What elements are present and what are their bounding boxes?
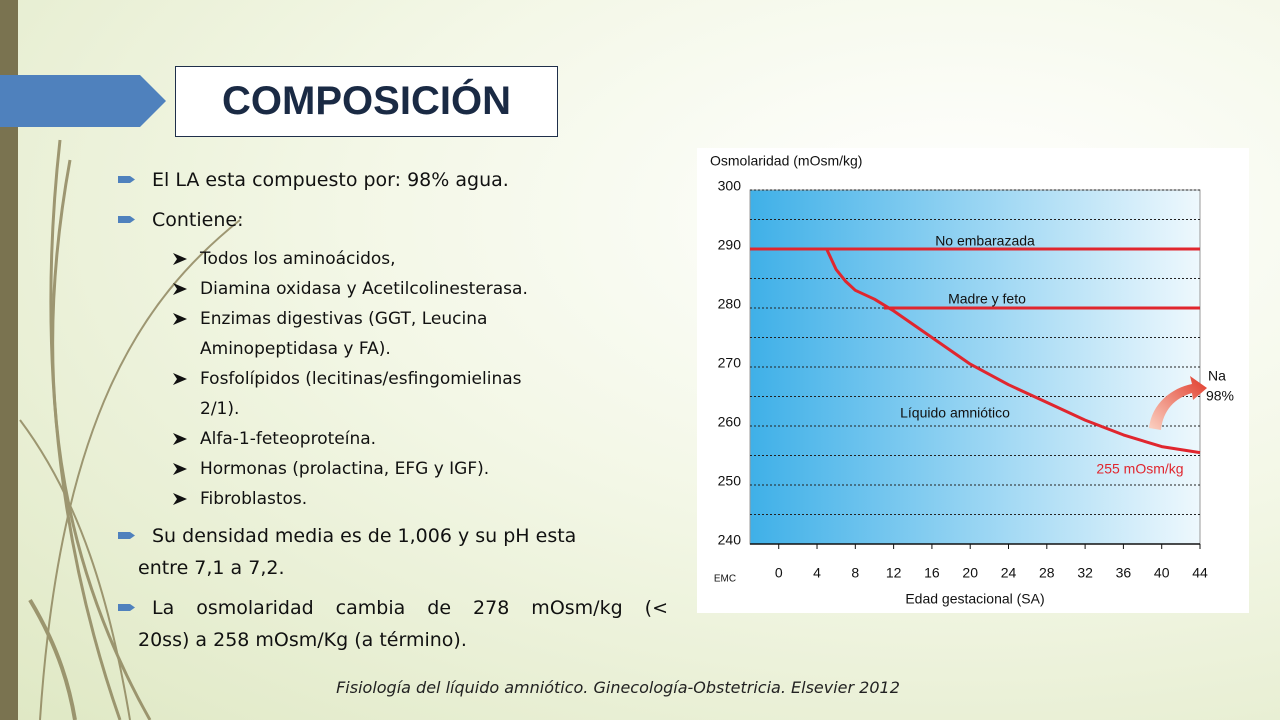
bullet-marker [118, 604, 135, 611]
y-tick-label: 250 [718, 473, 742, 489]
marker-shape [173, 313, 187, 325]
sub-bullet: Diamina oxidasa y Acetilcolinesterasa. [118, 274, 678, 304]
marker-shape [173, 283, 187, 295]
bullet-text: 20ss) a 258 mOsm/Kg (a término). [138, 629, 467, 651]
sub-text: Fosfolípidos (lecitinas/esfingomielinas [200, 369, 522, 389]
x-tick-label: 32 [1077, 565, 1093, 581]
chart: Osmolaridad (mOsm/kg) Edad gestacional (S… [697, 148, 1249, 613]
series-line [825, 248, 1201, 455]
sub-bullet: Fibroblastos. [118, 484, 678, 514]
sub-text: Fibroblastos. [200, 489, 308, 509]
ion-share-label: 98% [1206, 388, 1234, 404]
title-arrow [0, 75, 166, 127]
x-tick-label: 4 [813, 565, 821, 581]
sub-bullet: Alfa-1-feteoproteína. [118, 424, 678, 454]
x-tick-label: 28 [1039, 565, 1055, 581]
marker-shape [173, 433, 187, 445]
y-tick-label: 240 [718, 532, 742, 548]
x-tick-label: 16 [924, 565, 940, 581]
y-tick-label: 280 [718, 296, 742, 312]
sub-text: Aminopeptidasa y FA). [200, 339, 391, 359]
bullet-text: La osmolaridad cambia de 278 mOsm/kg (< [152, 597, 668, 619]
sub-list: Todos los aminoácidos, Diamina oxidasa y … [118, 244, 678, 514]
ion-label: Na [1208, 368, 1226, 384]
marker-shape [173, 493, 187, 505]
sub-marker [173, 253, 187, 265]
marker-shape [118, 176, 135, 183]
logo: EMC [714, 574, 736, 585]
x-tick-label: 0 [775, 565, 783, 581]
marker-shape [173, 463, 187, 475]
x-tick-label: 36 [1116, 565, 1132, 581]
bullet: Contiene: [118, 204, 678, 236]
bullet-text: El LA esta compuesto por: 98% agua. [152, 169, 509, 191]
ion-arrow [1149, 376, 1207, 430]
bullet-marker [118, 176, 135, 183]
bullet-text: entre 7,1 a 7,2. [138, 557, 285, 579]
decoration [19, 139, 241, 720]
y-tick-label: 270 [718, 355, 742, 371]
sub-marker [173, 463, 187, 475]
x-tick-label: 40 [1154, 565, 1170, 581]
sub-text: Hormonas (prolactina, EFG y IGF). [200, 459, 490, 479]
marker-shape [118, 216, 135, 223]
bullet-marker [118, 532, 135, 539]
bullet-list: El LA esta compuesto por: 98% agua. Conti… [118, 164, 678, 664]
y-tick-label: 260 [718, 414, 742, 430]
slide-title: COMPOSICIÓN [175, 66, 558, 137]
y-tick-label: 290 [718, 237, 742, 253]
side-stripe [0, 0, 18, 720]
sub-marker [173, 283, 187, 295]
sub-bullet: Enzimas digestivas (GGT, Leucina Aminopep… [118, 304, 678, 364]
bullet: Su densidad media es de 1,006 y su pH es… [118, 520, 678, 584]
series-label: Madre y feto [948, 291, 1026, 307]
sub-bullet: Hormonas (prolactina, EFG y IGF). [118, 454, 678, 484]
bullet-marker [118, 216, 135, 223]
x-axis-title: Edad gestacional (SA) [905, 591, 1044, 607]
marker-shape [118, 532, 135, 539]
x-tick-label: 8 [851, 565, 859, 581]
sub-text: Enzimas digestivas (GGT, Leucina [200, 309, 488, 329]
x-tick-label: 12 [886, 565, 902, 581]
sub-marker [173, 373, 187, 385]
end-value-label: 255 mOsm/kg [1096, 461, 1183, 477]
bullet-text: Contiene: [152, 209, 244, 231]
bullet: La osmolaridad cambia de 278 mOsm/kg (< 2… [118, 592, 678, 656]
sub-text: Alfa-1-feteoproteína. [200, 429, 377, 449]
marker-shape [118, 604, 135, 611]
sub-text: Diamina oxidasa y Acetilcolinesterasa. [200, 279, 528, 299]
marker-shape [173, 253, 187, 265]
x-tick-label: 20 [962, 565, 978, 581]
sub-marker [173, 433, 187, 445]
bullet-text: Su densidad media es de 1,006 y su pH es… [152, 525, 577, 547]
y-tick-label: 300 [718, 178, 742, 194]
sub-text: 2/1). [200, 399, 240, 419]
sub-text: Todos los aminoácidos, [200, 249, 396, 269]
bullet: El LA esta compuesto por: 98% agua. [118, 164, 678, 196]
series-label: Líquido amniótico [900, 405, 1010, 421]
x-tick-label: 44 [1192, 565, 1208, 581]
marker-shape [173, 373, 187, 385]
y-axis-title: Osmolaridad (mOsm/kg) [710, 153, 862, 169]
sub-marker [173, 493, 187, 505]
x-tick-label: 24 [1001, 565, 1017, 581]
sub-marker [173, 313, 187, 325]
source-citation: Fisiología del líquido amniótico. Gineco… [336, 678, 900, 697]
sub-bullet: Fosfolípidos (lecitinas/esfingomielinas 2… [118, 364, 678, 424]
series-label: No embarazada [935, 233, 1035, 249]
sub-bullet: Todos los aminoácidos, [118, 244, 678, 274]
